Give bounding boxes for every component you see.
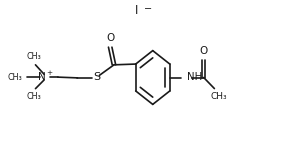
Text: −: − [144,4,152,14]
Text: S: S [94,72,101,82]
Text: $\rm N^+$: $\rm N^+$ [37,70,54,83]
Text: CH₃: CH₃ [26,92,41,101]
Text: O: O [106,33,114,43]
Text: CH₃: CH₃ [210,92,227,101]
Text: NH: NH [187,72,203,82]
Text: CH₃: CH₃ [7,73,22,82]
Text: I: I [135,4,139,17]
Text: O: O [200,46,208,56]
Text: CH₃: CH₃ [26,52,41,61]
